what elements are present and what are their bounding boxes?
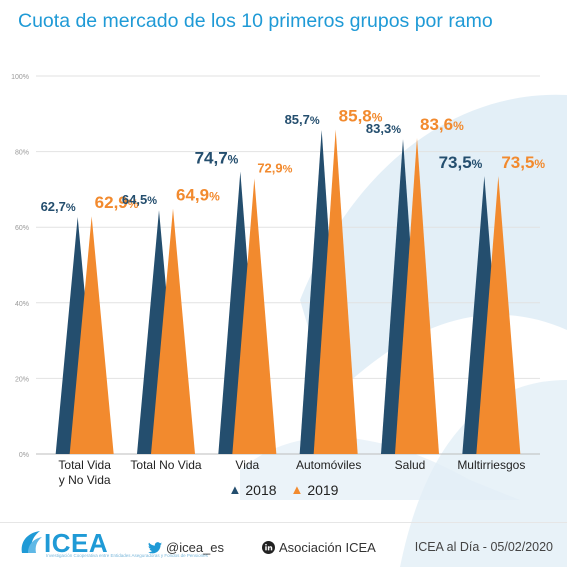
icea-logo-icon (21, 531, 42, 553)
x-tick-label: Multirriesgos (457, 458, 525, 472)
x-tick-label: Total No Vida (130, 458, 201, 472)
legend: ▲ 2018 ▲ 2019 (0, 481, 567, 498)
y-tick-label: 60% (15, 225, 29, 232)
logo-tagline: Investigación Cooperativa entre Entidade… (46, 553, 208, 558)
logo-text: ICEA (44, 528, 109, 558)
legend-triangle-icon: ▲ (228, 482, 242, 497)
linkedin-icon (262, 541, 275, 554)
twitter-handle: @icea_es (166, 540, 225, 555)
y-tick-label: 80% (15, 150, 29, 157)
data-label-2018-2: 74,7% (195, 149, 239, 168)
chart-title: Cuota de mercado de los 10 primeros grup… (18, 10, 493, 32)
y-tick-label: 20% (15, 376, 29, 383)
data-label-2018-1: 64,5% (122, 192, 157, 207)
y-tick-label: 0% (19, 452, 29, 459)
bar-2019-0 (69, 216, 114, 454)
linkedin-link[interactable]: Asociación ICEA (262, 540, 376, 555)
legend-label: 2018 (245, 481, 277, 498)
y-tick-label: 40% (15, 301, 29, 308)
legend-triangle-icon: ▲ (290, 482, 304, 497)
legend-item-2018: ▲ 2018 (229, 482, 277, 498)
footer: ICEA Investigación Cooperativa entre Ent… (0, 522, 567, 568)
bar-2019-3 (313, 129, 358, 454)
legend-item-2019: ▲ 2019 (290, 482, 338, 498)
data-label-2019-0: 62,9% (95, 193, 139, 212)
bar-2019-2 (232, 178, 277, 455)
data-label-2018-0: 62,7% (41, 199, 76, 214)
bar-2019-1 (151, 208, 195, 454)
twitter-icon (148, 541, 162, 553)
linkedin-name: Asociación ICEA (279, 540, 376, 555)
x-tick-label: Automóviles (296, 458, 361, 472)
data-label-2018-4: 83,3% (366, 121, 401, 136)
twitter-link[interactable]: @icea_es (148, 540, 224, 555)
legend-label: 2019 (307, 481, 339, 498)
x-tick-label: Total Vida y No Vida (58, 458, 111, 487)
bar-2019-5 (476, 176, 521, 455)
data-label-2019-4: 83,6% (420, 115, 464, 134)
data-label-2018-3: 85,7% (285, 112, 320, 127)
data-label-2019-1: 64,9% (176, 186, 220, 205)
x-tick-label: Vida (235, 458, 259, 472)
x-tick-label: Salud (395, 458, 426, 472)
bar-2019-4 (395, 137, 439, 454)
publication-date: ICEA al Día - 05/02/2020 (414, 540, 553, 554)
data-label-2019-3: 85,8% (339, 107, 383, 126)
data-label-2019-5: 73,5% (501, 153, 545, 172)
data-label-2019-2: 72,9% (257, 160, 292, 175)
y-tick-label: 100% (11, 74, 29, 81)
data-label-2018-5: 73,5% (439, 153, 483, 172)
